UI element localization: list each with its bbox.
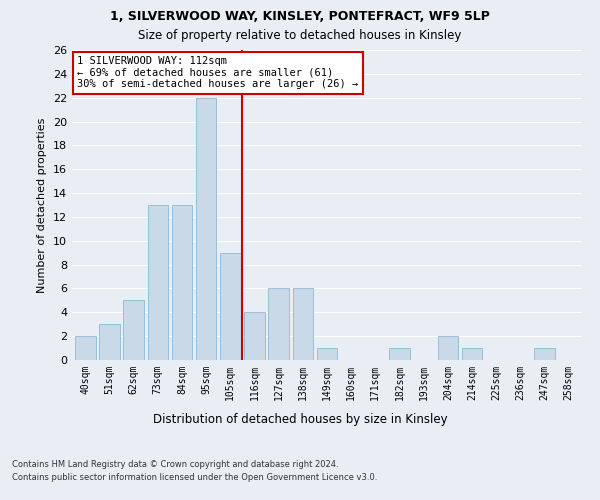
Text: Distribution of detached houses by size in Kinsley: Distribution of detached houses by size …	[152, 412, 448, 426]
Bar	[317, 348, 337, 360]
Bar	[268, 288, 289, 360]
Bar	[172, 205, 192, 360]
Bar	[75, 336, 95, 360]
Bar	[124, 300, 144, 360]
Bar	[534, 348, 555, 360]
Y-axis label: Number of detached properties: Number of detached properties	[37, 118, 47, 292]
Text: Contains HM Land Registry data © Crown copyright and database right 2024.: Contains HM Land Registry data © Crown c…	[12, 460, 338, 469]
Bar	[99, 324, 120, 360]
Bar	[244, 312, 265, 360]
Bar	[148, 205, 168, 360]
Bar	[220, 252, 241, 360]
Bar	[437, 336, 458, 360]
Text: Size of property relative to detached houses in Kinsley: Size of property relative to detached ho…	[139, 29, 461, 42]
Text: Contains public sector information licensed under the Open Government Licence v3: Contains public sector information licen…	[12, 472, 377, 482]
Text: 1, SILVERWOOD WAY, KINSLEY, PONTEFRACT, WF9 5LP: 1, SILVERWOOD WAY, KINSLEY, PONTEFRACT, …	[110, 10, 490, 23]
Text: 1 SILVERWOOD WAY: 112sqm
← 69% of detached houses are smaller (61)
30% of semi-d: 1 SILVERWOOD WAY: 112sqm ← 69% of detach…	[77, 56, 358, 90]
Bar	[293, 288, 313, 360]
Bar	[389, 348, 410, 360]
Bar	[462, 348, 482, 360]
Bar	[196, 98, 217, 360]
